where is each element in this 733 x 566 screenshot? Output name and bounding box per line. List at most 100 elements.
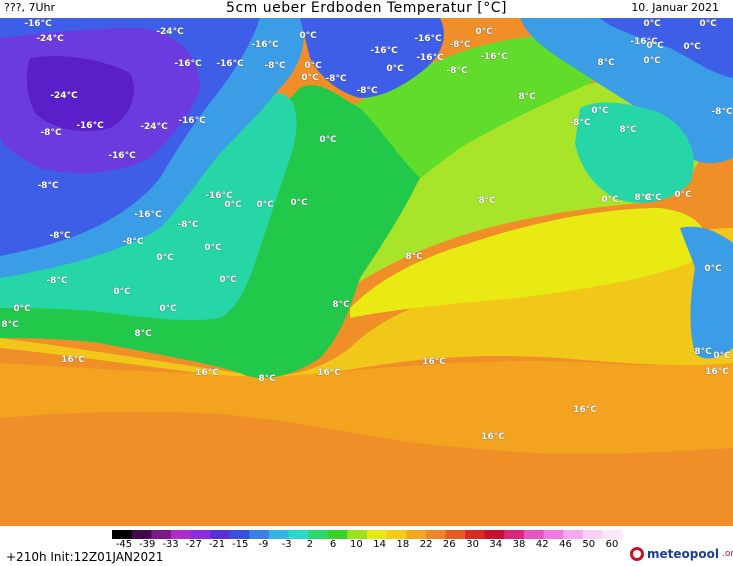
- colorbar-segment: [112, 530, 133, 539]
- isotherm-label: -8°C: [449, 40, 471, 50]
- isotherm-label: -16°C: [76, 121, 104, 131]
- field-light-blue-east: [520, 18, 733, 164]
- colorbar-tick: 6: [329, 539, 337, 550]
- isotherm-label: -8°C: [177, 220, 199, 230]
- isotherm-label: -16°C: [630, 37, 658, 47]
- isotherm-label: 0°C: [699, 19, 717, 29]
- isotherm-label: -24°C: [140, 122, 168, 132]
- colorbar-tick: 34: [489, 539, 503, 550]
- isotherm-label: -16°C: [480, 52, 508, 62]
- isotherm-label: 0°C: [113, 287, 131, 297]
- isotherm-label: -8°C: [122, 237, 144, 247]
- isotherm-label: 8°C: [518, 92, 536, 102]
- isotherm-label: -16°C: [416, 53, 444, 63]
- isotherm-label: 0°C: [644, 193, 662, 203]
- isotherm-label: 16°C: [481, 432, 505, 442]
- colorbar-tick: 50: [582, 539, 596, 550]
- isotherm-label: -24°C: [156, 27, 184, 37]
- isotherm-label: 0°C: [643, 56, 661, 66]
- colorbar-segment: [268, 530, 290, 539]
- colorbar-segment: [582, 530, 603, 539]
- colorbar-segment: [229, 530, 250, 539]
- colorbar: [112, 530, 622, 539]
- isotherm-label: -24°C: [36, 34, 64, 44]
- isotherm-label: 0°C: [643, 19, 661, 29]
- isotherm-label: -16°C: [370, 46, 398, 56]
- colorbar-tick: 46: [559, 539, 572, 550]
- isotherm-label: 8°C: [597, 58, 615, 68]
- colorbar-segment: [367, 530, 388, 539]
- isotherm-label: 0°C: [386, 64, 404, 74]
- isotherm-label: 0°C: [204, 243, 222, 253]
- colorbar-segment: [465, 530, 486, 539]
- isotherm-label: -16°C: [108, 151, 136, 161]
- colorbar-segment: [288, 530, 309, 539]
- isotherm-label: 0°C: [304, 61, 322, 71]
- isotherm-label: 8°C: [634, 193, 652, 203]
- isotherm-label: 0°C: [13, 304, 31, 314]
- field-east-cyan: [680, 226, 733, 359]
- colorbar-tick: 42: [535, 539, 549, 550]
- colorbar-segment: [327, 530, 348, 539]
- isotherm-label: -16°C: [251, 40, 279, 50]
- isotherm-label: 16°C: [573, 405, 597, 415]
- isotherm-label: -8°C: [37, 181, 59, 191]
- colorbar-segment: [445, 530, 466, 539]
- isotherm-label: 8°C: [619, 125, 637, 135]
- field-scandinavia: [575, 102, 694, 203]
- colorbar-tick: -9: [258, 539, 269, 550]
- colorbar-tick: -39: [139, 539, 156, 550]
- map-title: 5cm ueber Erdboden Temperatur [°C]: [226, 0, 507, 16]
- run-info: +210h Init:12Z01JAN2021: [6, 550, 164, 564]
- isotherm-label: 0°C: [159, 304, 177, 314]
- colorbar-segment: [151, 530, 172, 539]
- colorbar-tick: -3: [281, 539, 292, 550]
- colorbar-tick: -15: [232, 539, 249, 550]
- isotherm-label: 0°C: [713, 351, 731, 361]
- meteopool-logo-icon: [630, 547, 644, 561]
- colorbar-ticks: -45 -39 -33 -27 -21 -15 -9 -3 2 6 10 14 18 22 26 30 34 38…: [112, 539, 622, 551]
- isotherm-label: 16°C: [317, 368, 341, 378]
- isotherm-label: -16°C: [205, 191, 233, 201]
- colorbar-segment: [543, 530, 564, 539]
- field-orange: [0, 358, 733, 454]
- isotherm-label: 0°C: [256, 200, 274, 210]
- field-blue-north: [300, 18, 444, 98]
- temperature-field: [0, 18, 733, 526]
- isotherm-label: -16°C: [178, 116, 206, 126]
- colorbar-tick: -33: [162, 539, 179, 550]
- isotherm-label: -8°C: [711, 107, 733, 117]
- isotherm-label: 8°C: [332, 300, 350, 310]
- colorbar-tick: -27: [185, 539, 202, 550]
- meteopool-logo[interactable]: meteopool.org: [630, 547, 733, 561]
- isotherm-label: -8°C: [569, 118, 591, 128]
- isotherm-label: 0°C: [224, 200, 242, 210]
- isotherm-label: 0°C: [156, 253, 174, 263]
- colorbar-segment: [504, 530, 525, 539]
- colorbar-tick: 10: [350, 539, 363, 550]
- isotherm-label: 0°C: [601, 195, 619, 205]
- temperature-map: -16°C -24°C -24°C -16°C -16°C 0°C -16°C -16°C 0°…: [0, 18, 733, 526]
- colorbar-tick: 38: [512, 539, 526, 550]
- colorbar-segment: [484, 530, 505, 539]
- colorbar-tick: 18: [396, 539, 410, 550]
- isotherm-label: -16°C: [414, 34, 442, 44]
- header-bar: ???, 7Uhr 5cm ueber Erdboden Temperatur …: [0, 0, 733, 18]
- colorbar-segment: [308, 530, 329, 539]
- isotherm-label: 0°C: [591, 106, 609, 116]
- isotherm-label: 0°C: [683, 42, 701, 52]
- isotherm-label: 0°C: [219, 275, 237, 285]
- isotherm-label: 16°C: [705, 367, 729, 377]
- brand-name: meteopool: [647, 547, 719, 561]
- isotherm-label: -8°C: [40, 128, 62, 138]
- colorbar-segment: [386, 530, 407, 539]
- colorbar-tick: 2: [306, 539, 314, 550]
- isotherm-label: 8°C: [405, 252, 423, 262]
- isotherm-label: -8°C: [264, 61, 286, 71]
- field-deep-purple: [26, 56, 134, 132]
- colorbar-tick: -45: [115, 539, 133, 550]
- isotherm-label: 16°C: [195, 368, 219, 378]
- colorbar-tick: 26: [442, 539, 456, 550]
- brand-tld: .org: [721, 549, 733, 559]
- isotherm-label: 0°C: [475, 27, 493, 37]
